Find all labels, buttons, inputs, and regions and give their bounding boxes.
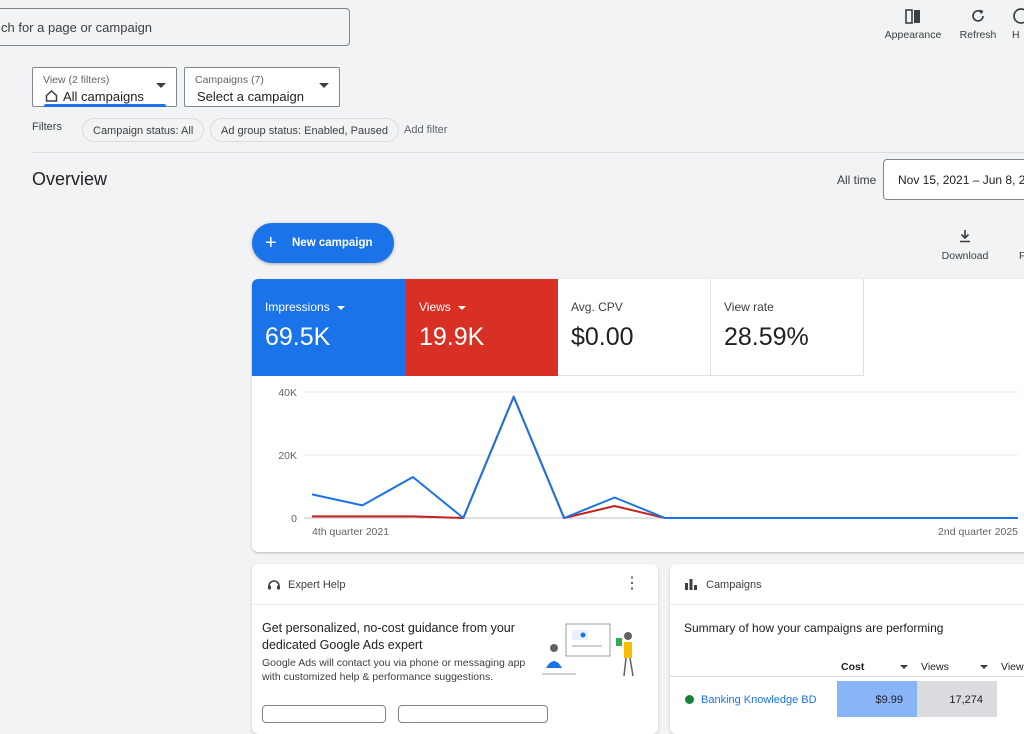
status-dot <box>685 695 694 704</box>
metric-label: Avg. CPV <box>571 300 623 314</box>
expert-help-secondary-button[interactable] <box>398 705 548 723</box>
series-line-views <box>312 395 1018 519</box>
view-selector-value: All campaigns <box>63 89 144 104</box>
expert-help-title: Expert Help <box>288 579 346 591</box>
active-indicator <box>44 104 166 107</box>
performance-chart: 40K 20K 0 4th quarter 2021 2nd quarter 2025 <box>278 387 1018 538</box>
date-range-label: All time <box>837 173 877 187</box>
column-header-views[interactable]: Views <box>921 661 949 673</box>
download-icon <box>936 228 994 250</box>
help-button[interactable]: H <box>1012 7 1024 41</box>
column-header-view-rate[interactable]: View <box>1001 661 1024 673</box>
dropdown-icon <box>336 305 345 310</box>
filter-chip-ad-group-status[interactable]: Ad group status: Enabled, Paused <box>210 118 399 142</box>
column-header-cost[interactable]: Cost <box>841 661 865 673</box>
expert-help-body: Google Ads will contact you via phone or… <box>262 657 526 683</box>
new-campaign-label: New campaign <box>292 237 373 249</box>
y-tick-label: 20K <box>278 450 297 462</box>
x-tick-label: 4th quarter 2021 <box>312 526 389 538</box>
divider <box>252 604 658 605</box>
metric-value: 28.59% <box>724 323 809 351</box>
metric-label: View rate <box>724 300 774 314</box>
search-input[interactable] <box>0 9 349 45</box>
campaign-selector[interactable]: Campaigns (7) Select a campaign <box>184 67 340 107</box>
page-title: Overview <box>32 169 108 189</box>
campaign-name-link[interactable]: Banking Knowledge BD <box>701 694 817 706</box>
refresh-icon <box>956 7 1000 29</box>
view-selector-caption: View (2 filters) <box>43 74 110 86</box>
chevron-down-icon <box>319 83 329 88</box>
metric-value: 19.9K <box>419 323 485 351</box>
y-tick-label: 0 <box>291 513 297 525</box>
cost-value: $9.99 <box>875 694 903 706</box>
campaigns-summary-text: Summary of how your campaigns are perfor… <box>684 621 944 635</box>
dropdown-icon <box>457 305 466 310</box>
filters-label: Filters <box>32 121 62 133</box>
download-label: Download <box>941 250 989 262</box>
date-range-picker[interactable]: Nov 15, 2021 – Jun 8, 2 <box>883 159 1024 200</box>
divider <box>670 604 1024 605</box>
expert-help-headline: Get personalized, no-cost guidance from … <box>262 621 515 652</box>
sort-dropdown-icon[interactable] <box>900 665 908 669</box>
more-vert-icon[interactable]: ⋮ <box>624 575 640 592</box>
chevron-down-icon <box>156 83 166 88</box>
expert-help-card: Expert Help ⋮ Get personalized, no-cost … <box>252 564 658 734</box>
divider <box>670 676 1024 677</box>
expert-help-action-button[interactable] <box>262 705 386 723</box>
sort-dropdown-icon[interactable] <box>980 665 988 669</box>
bar-chart-icon <box>684 577 698 596</box>
metric-impressions[interactable]: Impressions 69.5K <box>252 279 406 376</box>
new-campaign-button[interactable]: + New campaign <box>252 223 394 263</box>
date-range-value: Nov 15, 2021 – Jun 8, 2 <box>898 173 1024 187</box>
refresh-button[interactable]: Refresh <box>956 7 1000 41</box>
metric-value: $0.00 <box>571 323 634 351</box>
campaign-selector-caption: Campaigns (7) <box>195 74 264 86</box>
cost-cell: $9.99 <box>837 681 917 717</box>
expert-illustration <box>536 618 646 687</box>
metric-label: Impressions <box>265 300 330 314</box>
filter-chip-campaign-status[interactable]: Campaign status: All <box>82 118 205 142</box>
views-value: 17,274 <box>949 694 983 706</box>
truncated-toolbar-label[interactable]: F <box>1019 250 1024 262</box>
campaigns-card-title: Campaigns <box>706 579 762 591</box>
campaigns-card: Campaigns Summary of how your campaigns … <box>670 564 1024 734</box>
plus-icon: + <box>265 232 277 254</box>
download-button[interactable]: Download <box>936 228 994 262</box>
x-tick-label: 2nd quarter 2025 <box>938 526 1018 538</box>
search-box[interactable] <box>0 8 350 46</box>
metric-label: Views <box>419 300 451 314</box>
metric-views[interactable]: Views 19.9K <box>406 279 558 376</box>
table-row[interactable]: Banking Knowledge BD $9.99 17,274 <box>670 681 1024 717</box>
help-icon <box>1012 7 1024 29</box>
series-line-impressions <box>311 395 1018 519</box>
appearance-icon <box>884 7 942 29</box>
refresh-label: Refresh <box>959 29 997 41</box>
help-label: H <box>1012 29 1020 41</box>
add-filter-link[interactable]: Add filter <box>404 124 448 136</box>
views-cell: 17,274 <box>917 681 997 717</box>
view-selector[interactable]: View (2 filters) All campaigns <box>32 67 177 107</box>
appearance-button[interactable]: Appearance <box>884 7 942 41</box>
home-icon <box>45 89 58 107</box>
support-agent-icon <box>266 577 282 598</box>
metric-avg-cpv[interactable]: Avg. CPV $0.00 <box>558 279 711 376</box>
divider <box>32 152 1024 153</box>
campaign-selector-value: Select a campaign <box>197 89 304 104</box>
metric-value: 69.5K <box>265 323 331 351</box>
appearance-label: Appearance <box>884 29 942 41</box>
metric-view-rate[interactable]: View rate 28.59% <box>711 279 864 376</box>
y-tick-label: 40K <box>278 387 297 399</box>
